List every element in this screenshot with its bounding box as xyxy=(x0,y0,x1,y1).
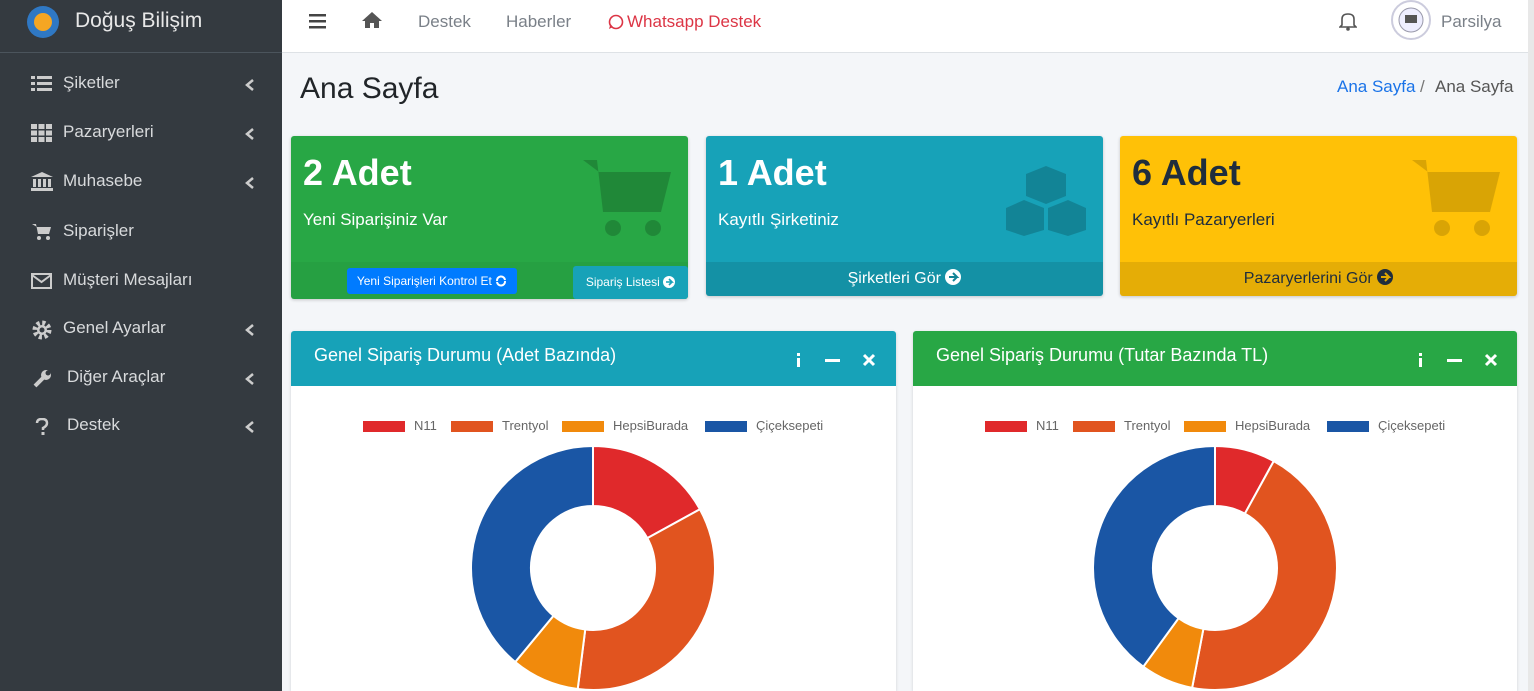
card-tools[interactable] xyxy=(791,351,881,369)
legend-label: HepsiBurada xyxy=(1235,418,1311,433)
doughnut-slice xyxy=(470,444,594,664)
scrollbar[interactable] xyxy=(1528,0,1534,691)
legend-label: HepsiBurada xyxy=(613,418,689,433)
sidebar: Doğuş Bilişim Şiketler Pazaryerleri Muha… xyxy=(0,0,282,691)
chart-card: Genel Sipariş Durumu (Tutar Bazında TL) … xyxy=(913,331,1517,691)
legend-swatch xyxy=(1327,421,1369,432)
brand-logo xyxy=(27,6,59,38)
doughnut-slice xyxy=(576,507,716,691)
button[interactable]: Yeni Siparişleri Kontrol Et xyxy=(347,268,517,294)
doughnut-slice xyxy=(1092,444,1216,669)
info-box: 6 Adet Kayıtlı Pazaryerleri Pazaryerleri… xyxy=(1120,136,1517,296)
legend-label: Çiçeksepeti xyxy=(1378,418,1445,433)
box-text: Yeni Siparişiniz Var xyxy=(303,210,448,229)
brand-text: Doğuş Bilişim xyxy=(75,9,203,32)
page-title: Ana Sayfa xyxy=(300,72,439,105)
box-count: 2 Adet xyxy=(303,152,412,193)
nav-link[interactable]: Destek xyxy=(418,12,471,31)
box-text: Kayıtlı Pazaryerleri xyxy=(1132,210,1275,229)
info-box: 1 Adet Kayıtlı Şirketiniz Şirketleri Gör xyxy=(706,136,1103,296)
menu-item[interactable]: Destek xyxy=(0,407,282,447)
menu-label: Şiketler xyxy=(63,73,120,92)
whatsapp-icon xyxy=(608,14,624,30)
home-icon[interactable] xyxy=(361,11,383,29)
footer-label: Pazaryerlerini Gör xyxy=(1243,270,1373,287)
nav-link[interactable]: Whatsapp Destek xyxy=(627,12,762,31)
chart: N11 Trentyol HepsiBurada Çiçeksepeti xyxy=(363,418,823,691)
card-title: Genel Sipariş Durumu (Adet Bazında) xyxy=(314,345,617,365)
legend-label: N11 xyxy=(1036,418,1059,433)
card-header: Genel Sipariş Durumu (Tutar Bazında TL) xyxy=(913,331,1517,386)
legend-swatch xyxy=(363,421,405,432)
legend-label: N11 xyxy=(414,418,437,433)
menu-item[interactable]: Pazaryerleri xyxy=(0,114,282,154)
menu-label: Muhasebe xyxy=(63,171,143,190)
menu-label: Genel Ayarlar xyxy=(63,318,166,337)
box-icon xyxy=(1006,166,1086,236)
menu-toggle[interactable] xyxy=(309,13,327,29)
menu-item[interactable]: Muhasebe xyxy=(0,163,282,203)
card-tools[interactable] xyxy=(1413,351,1503,369)
doughnut-slice xyxy=(1190,459,1338,691)
bell-icon[interactable] xyxy=(1339,11,1357,31)
breadcrumb-link[interactable]: Ana Sayfa xyxy=(1337,77,1416,96)
info-box: 2 Adet Yeni Siparişiniz Var Yeni Sipariş… xyxy=(291,136,688,299)
box-count: 6 Adet xyxy=(1132,152,1241,193)
legend-label: Trentyol xyxy=(502,418,549,433)
legend-swatch xyxy=(1073,421,1115,432)
box-footer-link[interactable]: Şirketleri Gör xyxy=(706,262,1103,296)
menu-label: Diğer Araçlar xyxy=(67,367,166,386)
legend-swatch xyxy=(451,421,493,432)
menu-item[interactable]: Diğer Araçlar xyxy=(0,359,282,399)
chart-card: Genel Sipariş Durumu (Adet Bazında) N11 T… xyxy=(291,331,896,691)
menu-item[interactable]: Şiketler xyxy=(0,65,282,105)
menu-item[interactable]: Genel Ayarlar xyxy=(0,310,282,350)
menu-label: Müşteri Mesajları xyxy=(63,270,193,289)
nav-link[interactable]: Haberler xyxy=(506,12,572,31)
legend-swatch xyxy=(985,421,1027,432)
menu-label: Pazaryerleri xyxy=(63,122,154,141)
navbar: Destek Haberler Whatsapp Destek Parsilya xyxy=(282,0,1528,53)
legend-label: Çiçeksepeti xyxy=(756,418,823,433)
card-header: Genel Sipariş Durumu (Adet Bazında) xyxy=(291,331,896,386)
card-title: Genel Sipariş Durumu (Tutar Bazında TL) xyxy=(936,345,1269,365)
button-label: Yeni Siparişleri Kontrol Et xyxy=(356,274,492,288)
footer-label: Şirketleri Gör xyxy=(847,270,941,287)
legend-swatch xyxy=(705,421,747,432)
box-count: 1 Adet xyxy=(718,152,827,193)
menu-item[interactable]: Siparişler xyxy=(0,213,282,253)
legend-swatch xyxy=(1184,421,1226,432)
button[interactable]: Sipariş Listesi xyxy=(573,266,688,299)
user-avatar[interactable] xyxy=(1389,0,1433,42)
user-name[interactable]: Parsilya xyxy=(1441,12,1502,31)
legend-swatch xyxy=(562,421,604,432)
breadcrumb-current: Ana Sayfa xyxy=(1435,77,1514,96)
menu-item[interactable]: Müşteri Mesajları xyxy=(0,262,282,302)
legend-label: Trentyol xyxy=(1124,418,1171,433)
box-footer-link[interactable]: Pazaryerlerini Gör xyxy=(1120,262,1517,296)
chart: N11 Trentyol HepsiBurada Çiçeksepeti xyxy=(985,418,1445,691)
menu-label: Destek xyxy=(67,415,120,434)
box-icon xyxy=(1412,160,1500,236)
brand[interactable]: Doğuş Bilişim xyxy=(0,0,282,53)
box-text: Kayıtlı Şirketiniz xyxy=(718,210,839,229)
menu-label: Siparişler xyxy=(63,221,134,240)
box-icon xyxy=(583,160,671,236)
button-label: Sipariş Listesi xyxy=(585,275,660,289)
breadcrumb-sep: / xyxy=(1420,77,1425,96)
